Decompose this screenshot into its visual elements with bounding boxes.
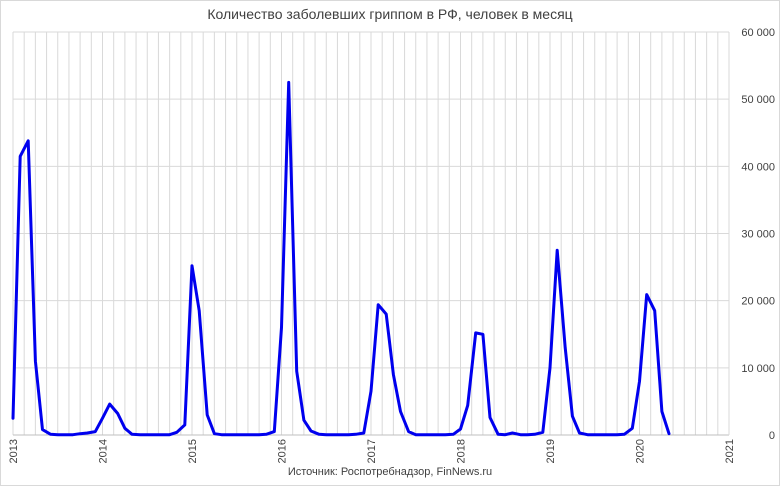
series-line xyxy=(11,80,671,437)
x-tick-label: 2016 xyxy=(277,439,289,463)
y-tick-label: 60 000 xyxy=(741,27,775,39)
x-tick-label: 2019 xyxy=(545,439,557,463)
y-tick-label: 0 xyxy=(769,430,775,442)
series-group xyxy=(11,80,671,437)
y-tick-label: 20 000 xyxy=(741,296,775,308)
x-tick-label: 2014 xyxy=(98,439,110,463)
x-tick-label: 2013 xyxy=(8,439,20,463)
x-tick-label: 2021 xyxy=(724,439,736,463)
y-tick-label: 50 000 xyxy=(741,94,775,106)
y-tick-labels: 0 10 000 20 000 30 000 40 000 50 000 60 000 xyxy=(741,27,775,442)
x-tick-labels: 2013 2014 2015 2016 2017 2018 2019 2020 2021 xyxy=(8,439,736,463)
y-tick-label: 40 000 xyxy=(741,161,775,173)
x-tick-label: 2018 xyxy=(456,439,468,463)
y-tick-label: 10 000 xyxy=(741,363,775,375)
chart-title: Количество заболевших гриппом в РФ, чело… xyxy=(207,6,573,22)
grid-lines xyxy=(12,31,730,436)
chart-source: Источник: Роспотребнадзор, FinNews.ru xyxy=(287,466,493,478)
y-tick-label: 30 000 xyxy=(741,229,775,241)
x-tick-label: 2017 xyxy=(366,439,378,463)
x-tick-label: 2015 xyxy=(187,439,199,463)
x-tick-label: 2020 xyxy=(635,439,647,463)
